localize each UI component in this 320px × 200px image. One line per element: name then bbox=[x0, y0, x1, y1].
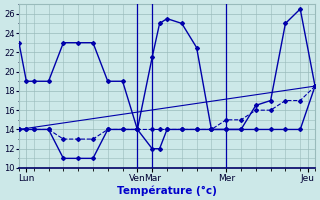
X-axis label: Température (°c): Température (°c) bbox=[117, 185, 217, 196]
